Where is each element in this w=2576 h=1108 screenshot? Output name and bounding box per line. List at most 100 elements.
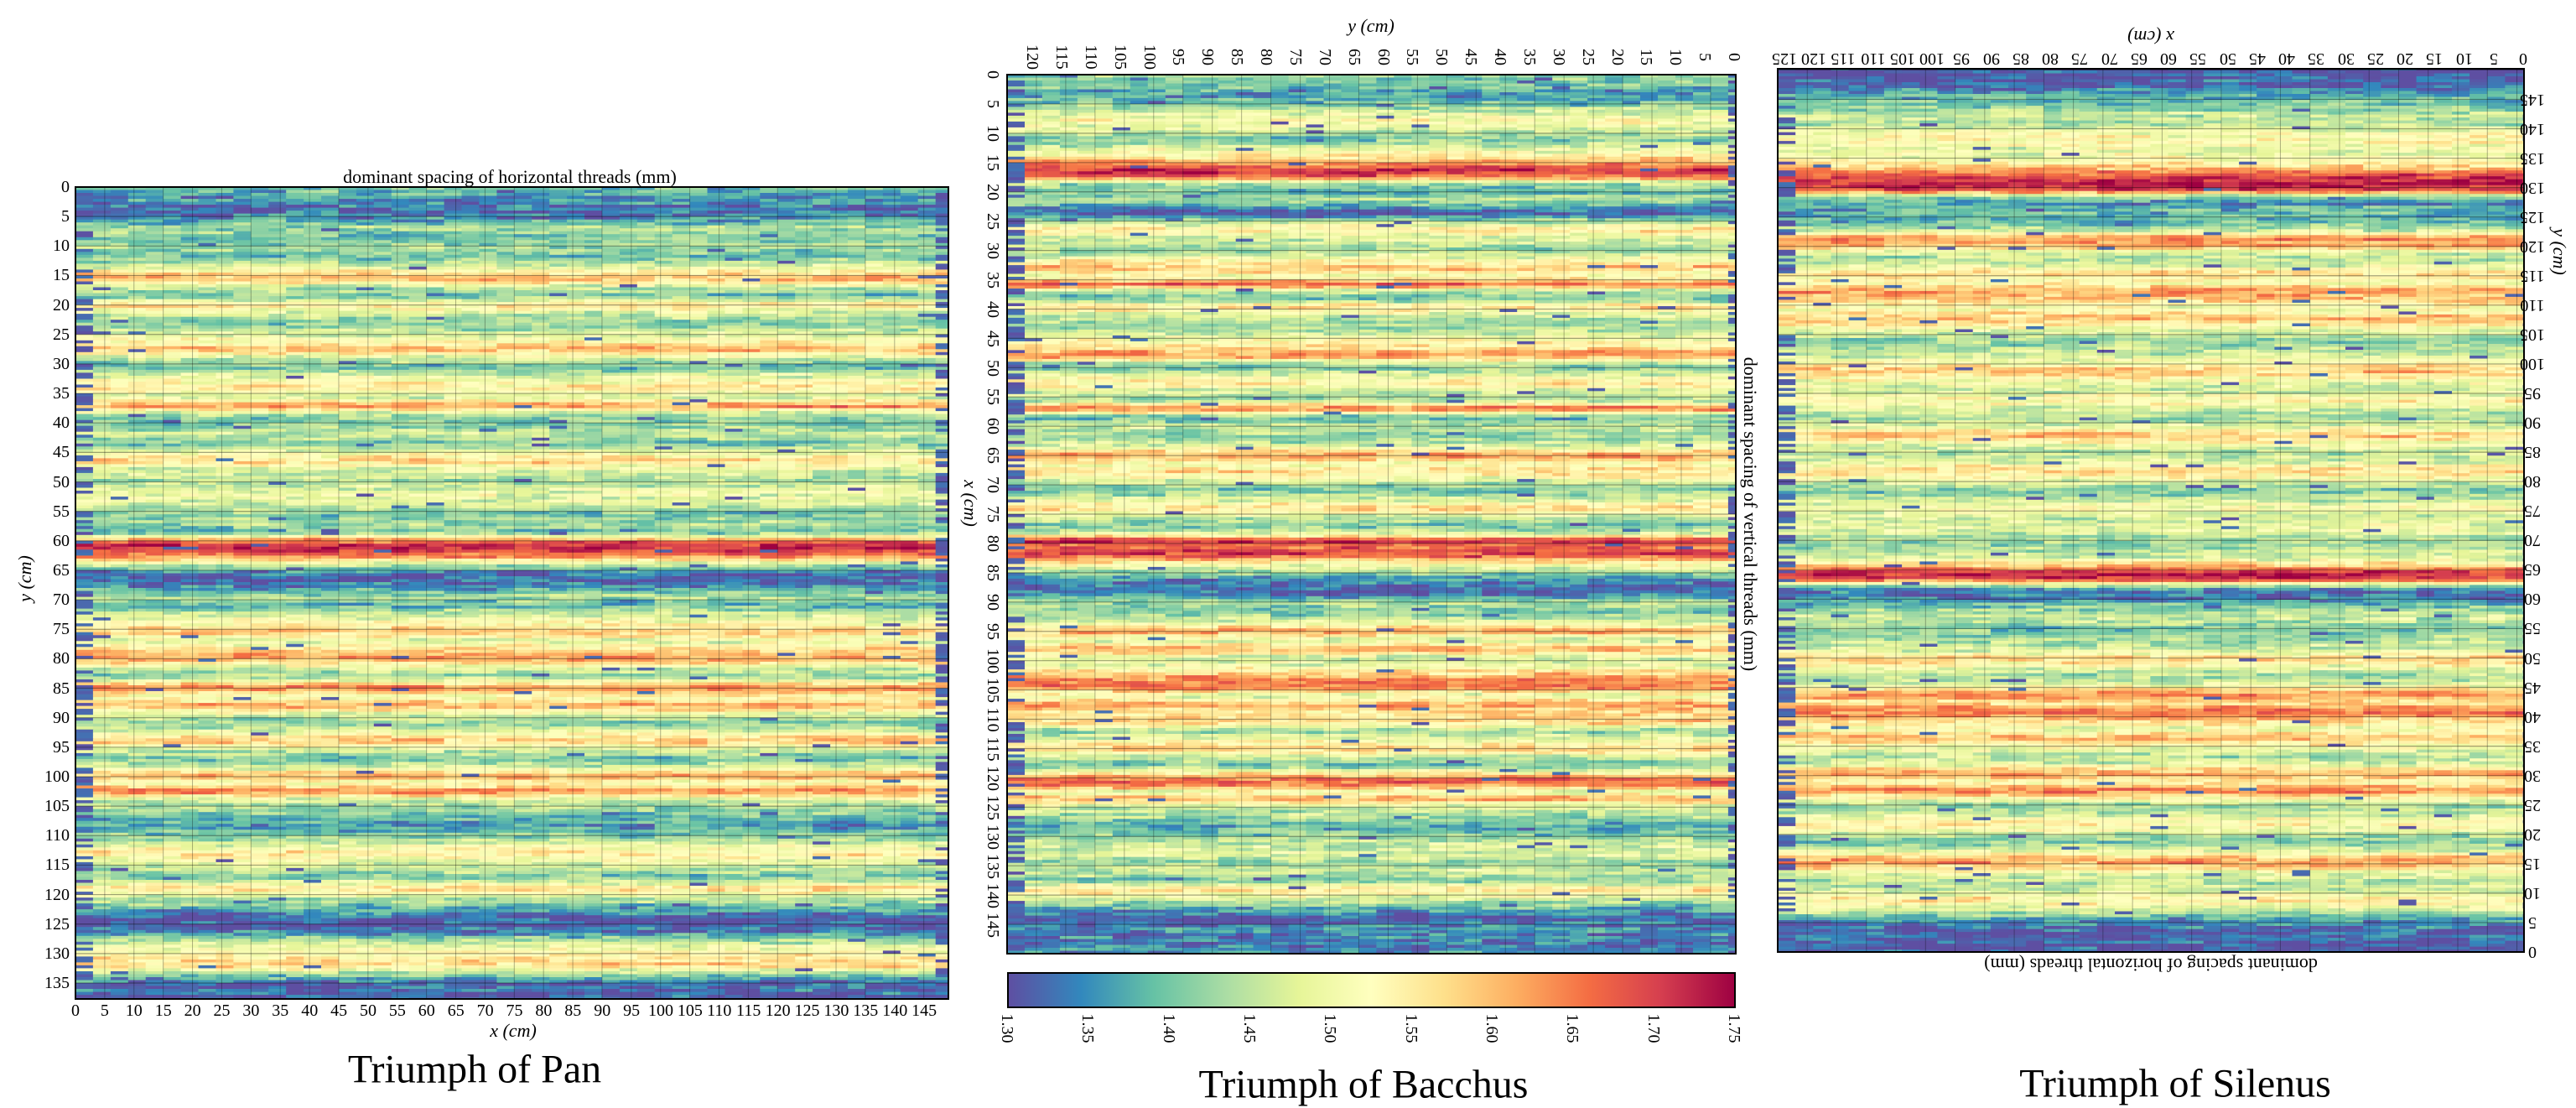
heatmap-cell	[672, 337, 691, 341]
heatmap-cell	[251, 254, 269, 258]
heatmap-cell	[813, 479, 831, 483]
heatmap-cell	[479, 349, 497, 353]
heatmap-cell	[514, 340, 532, 344]
heatmap-cell	[479, 405, 497, 409]
heatmap-cell	[321, 429, 340, 433]
heatmap-cell	[268, 231, 287, 235]
heatmap-cell	[286, 199, 304, 203]
heatmap-cell	[408, 472, 428, 476]
heatmap-cell	[742, 275, 761, 279]
heatmap-cell	[724, 310, 743, 315]
heatmap-cell	[848, 231, 866, 235]
heatmap-cell	[514, 378, 532, 382]
heatmap-cell	[777, 431, 796, 435]
heatmap-cell	[654, 193, 673, 197]
heatmap-cell	[865, 363, 884, 367]
heatmap-cell	[636, 275, 656, 279]
heatmap-cell	[601, 449, 621, 453]
heatmap-cell	[795, 349, 813, 353]
heatmap-cell	[724, 228, 743, 232]
heatmap-cell	[426, 419, 445, 424]
heatmap-cell	[619, 234, 638, 238]
heatmap-cell	[110, 254, 129, 258]
heatmap-cell	[584, 269, 603, 273]
heatmap-cell	[935, 458, 948, 462]
heatmap-cell	[760, 314, 778, 318]
heatmap-cell	[532, 234, 550, 238]
heatmap-cell	[601, 216, 621, 221]
heatmap-cell	[532, 419, 550, 424]
heatmap-cell	[110, 314, 129, 318]
heatmap-cell	[268, 205, 287, 209]
heatmap-cell	[619, 252, 638, 256]
heatmap-cell	[724, 234, 743, 238]
heatmap-cell	[672, 242, 691, 247]
heatmap-cell	[461, 231, 480, 235]
heatmap-cell	[75, 205, 94, 209]
heatmap-cell	[304, 263, 322, 268]
heatmap-cell	[672, 308, 691, 312]
heatmap-cell	[636, 257, 656, 262]
heatmap-cell	[75, 269, 94, 273]
heatmap-cell	[408, 390, 428, 394]
heatmap-cell	[110, 334, 129, 338]
heatmap-cell	[321, 242, 340, 247]
heatmap-cell	[830, 269, 849, 273]
heatmap-cell	[636, 284, 656, 289]
heatmap-cell	[707, 219, 725, 223]
heatmap-cell	[532, 369, 550, 373]
heatmap-cell	[127, 216, 147, 221]
heatmap-cell	[479, 340, 497, 344]
heatmap-cell	[689, 376, 709, 380]
heatmap-cell	[180, 302, 200, 306]
heatmap-cell	[865, 254, 884, 258]
heatmap-cell	[584, 246, 603, 250]
heatmap-cell	[163, 384, 182, 388]
heatmap-cell	[391, 405, 410, 409]
heatmap-cell	[848, 193, 866, 197]
heatmap-cell	[584, 310, 603, 315]
heatmap-cell	[145, 402, 164, 406]
heatmap-cell	[619, 260, 638, 264]
heatmap-cell	[444, 334, 463, 338]
heatmap-cell	[654, 470, 673, 474]
heatmap-cell	[321, 372, 340, 377]
heatmap-cell	[619, 382, 638, 386]
heatmap-cell	[216, 242, 234, 247]
heatmap-cell	[795, 464, 813, 468]
heatmap-cell	[373, 388, 392, 392]
heatmap-cell	[619, 246, 638, 250]
heatmap-cell	[689, 257, 709, 262]
heatmap-cell	[935, 278, 948, 283]
heatmap-cell	[356, 419, 375, 424]
heatmap-cell	[514, 246, 532, 250]
heatmap-cell	[496, 228, 515, 232]
heatmap-cell	[286, 425, 304, 429]
heatmap-cell	[426, 355, 445, 359]
heatmap-cell	[830, 240, 849, 244]
heatmap-cell	[619, 372, 638, 377]
heatmap-cell	[356, 460, 375, 465]
heatmap-cell	[514, 376, 532, 380]
heatmap-cell	[654, 290, 673, 294]
heatmap-cell	[672, 269, 691, 273]
heatmap-cell	[268, 222, 287, 226]
heatmap-cell	[882, 437, 901, 441]
heatmap-cell	[127, 446, 147, 450]
heatmap-cell	[198, 414, 216, 418]
heatmap-cell	[145, 222, 164, 226]
heatmap-cell	[180, 266, 200, 270]
heatmap-cell	[127, 458, 147, 462]
heatmap-cell	[408, 460, 428, 465]
heatmap-cell	[777, 449, 796, 453]
heatmap-cell	[760, 284, 778, 289]
heatmap-cell	[917, 396, 937, 400]
heatmap-cell	[339, 322, 357, 326]
heatmap-cell	[251, 479, 269, 483]
heatmap-cell	[830, 275, 849, 279]
heatmap-cell	[180, 464, 200, 468]
heatmap-cell	[882, 302, 901, 306]
heatmap-cell	[900, 384, 919, 388]
heatmap-cell	[760, 369, 778, 373]
heatmap-cell	[163, 349, 182, 353]
